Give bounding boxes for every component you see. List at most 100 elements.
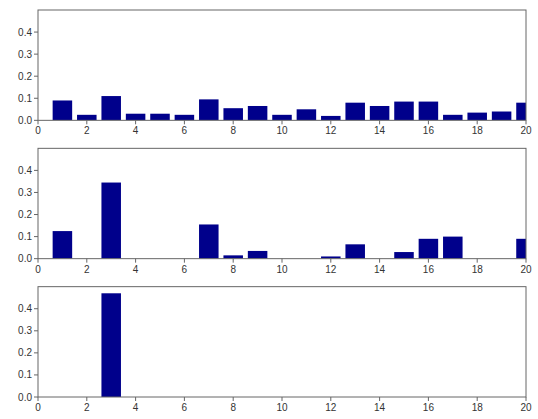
y-tick-label: 0.4 [18, 303, 32, 314]
panel: 024681012141618200.00.10.20.30.4 [18, 10, 536, 136]
bar [321, 116, 341, 120]
x-tick [86, 120, 87, 124]
x-tick-label: 0 [35, 125, 41, 136]
bar [370, 106, 390, 120]
panel: 024681012141618200.00.10.20.30.4 [18, 148, 536, 274]
plot-area [38, 148, 526, 258]
bars [101, 293, 121, 397]
x-tick [233, 259, 234, 263]
x-tick [233, 397, 234, 401]
bar [101, 293, 121, 397]
y-tick [34, 98, 38, 99]
x-tick-label: 8 [230, 402, 236, 413]
y-tick [34, 32, 38, 33]
y-tick [34, 170, 38, 171]
bar [467, 113, 487, 121]
bar [419, 102, 439, 121]
bar [345, 244, 365, 258]
bar [394, 102, 414, 121]
y-tick-label: 0.2 [18, 347, 32, 358]
x-tick-label: 4 [133, 264, 139, 275]
x-tick [38, 397, 39, 401]
x-tick-label: 8 [230, 264, 236, 275]
x-tick [379, 259, 380, 263]
x-tick-label: 6 [182, 402, 188, 413]
x-tick-label: 12 [325, 264, 337, 275]
bar [516, 103, 526, 121]
x-tick [477, 259, 478, 263]
y-tick [34, 76, 38, 77]
x-tick [135, 120, 136, 124]
x-tick [526, 397, 527, 401]
x-tick [330, 120, 331, 124]
x-tick [526, 120, 527, 124]
x-tick-label: 2 [84, 125, 90, 136]
x-tick-label: 12 [325, 402, 337, 413]
x-tick-label: 10 [276, 402, 288, 413]
bar [53, 100, 73, 120]
x-tick [428, 397, 429, 401]
bar [77, 115, 97, 121]
y-tick [34, 214, 38, 215]
y-tick-label: 0.1 [18, 231, 32, 242]
bar [53, 231, 73, 259]
plot-area [38, 10, 526, 120]
bars [53, 96, 526, 120]
plot-frame [38, 10, 526, 120]
bar [175, 115, 195, 121]
x-tick-label: 4 [133, 125, 139, 136]
x-tick-label: 14 [374, 125, 386, 136]
bar [150, 114, 170, 121]
y-tick-label: 0.0 [18, 392, 32, 403]
bar [248, 251, 268, 259]
x-tick [282, 259, 283, 263]
y-tick-label: 0.3 [18, 187, 32, 198]
y-tick-label: 0.1 [18, 369, 32, 380]
x-tick [428, 259, 429, 263]
y-tick-label: 0.0 [18, 115, 32, 126]
plot-area [38, 287, 526, 397]
y-tick-label: 0.2 [18, 209, 32, 220]
x-tick [86, 397, 87, 401]
bar [248, 106, 268, 120]
x-tick [38, 259, 39, 263]
x-tick-label: 18 [472, 264, 484, 275]
y-tick [34, 54, 38, 55]
bar [492, 112, 512, 121]
x-tick-label: 6 [182, 264, 188, 275]
x-tick [330, 259, 331, 263]
bar [419, 239, 439, 259]
bar [223, 108, 243, 120]
bar [199, 224, 219, 258]
x-tick [38, 120, 39, 124]
panel: 024681012141618200.00.10.20.30.4 [18, 287, 532, 413]
x-tick-label: 8 [230, 125, 236, 136]
y-tick [34, 352, 38, 353]
x-tick [477, 120, 478, 124]
x-tick-label: 14 [374, 402, 386, 413]
x-tick-label: 20 [520, 402, 532, 413]
x-tick-label: 18 [472, 402, 484, 413]
x-tick-label: 10 [276, 125, 288, 136]
x-tick-label: 4 [133, 402, 139, 413]
x-tick-label: 14 [374, 264, 386, 275]
x-tick-label: 20 [520, 264, 532, 275]
x-tick [282, 120, 283, 124]
bars [53, 183, 526, 259]
x-tick [330, 397, 331, 401]
y-tick [34, 330, 38, 331]
y-tick [34, 192, 38, 193]
x-tick [184, 120, 185, 124]
x-tick [184, 397, 185, 401]
bar [199, 99, 219, 120]
x-tick-label: 2 [84, 264, 90, 275]
x-tick [184, 259, 185, 263]
bar [101, 183, 121, 259]
x-tick [282, 397, 283, 401]
x-tick [233, 120, 234, 124]
bar [443, 237, 463, 259]
x-tick [526, 259, 527, 263]
x-tick-label: 20 [520, 125, 532, 136]
bar [297, 109, 317, 120]
y-tick [34, 308, 38, 309]
